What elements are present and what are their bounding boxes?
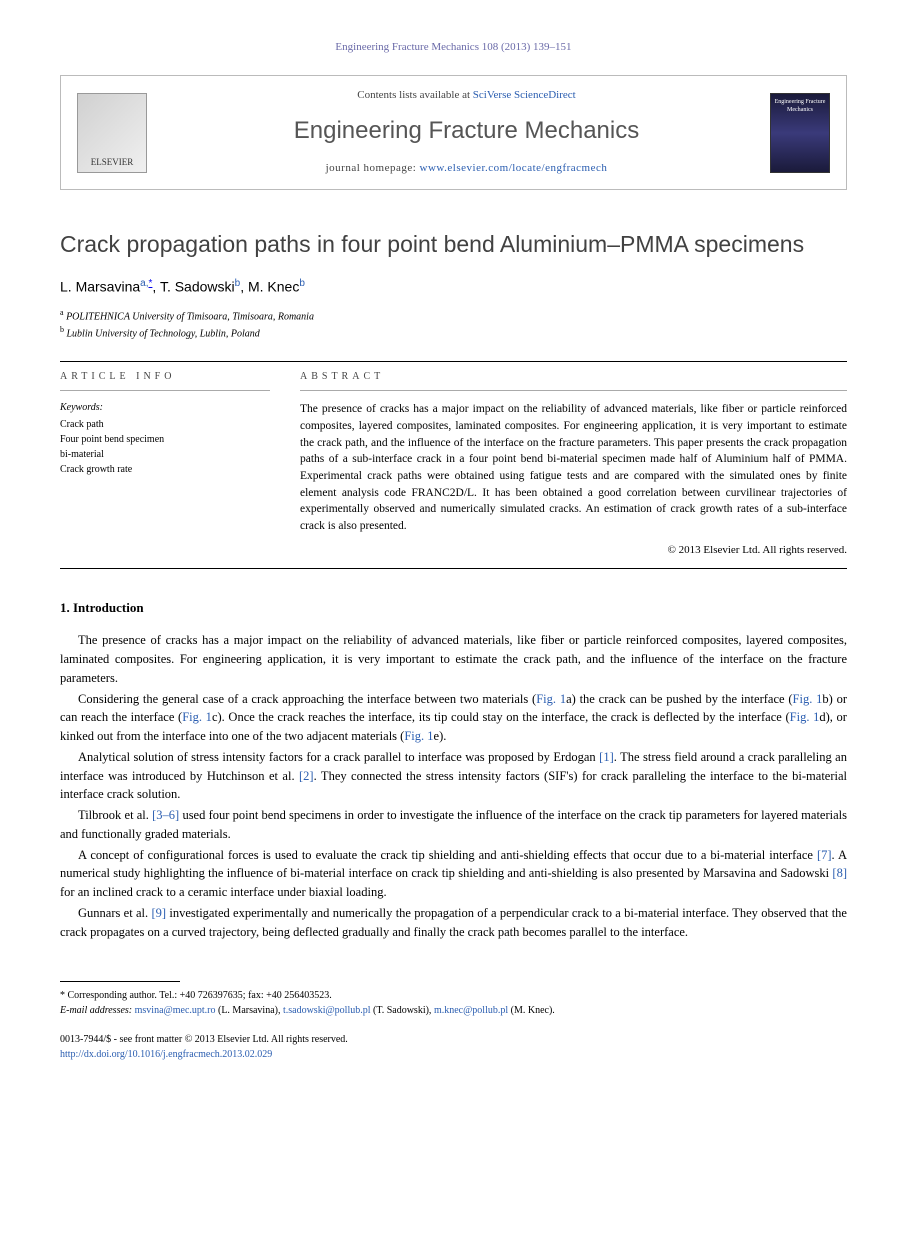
text: used four point bend specimens in order … [60, 808, 847, 841]
text: (L. Marsavina), [215, 1005, 282, 1016]
email-2-link[interactable]: t.sadowski@pollub.pl [283, 1005, 371, 1016]
text: Analytical solution of stress intensity … [78, 750, 599, 764]
fig-1b-link[interactable]: Fig. 1 [793, 692, 823, 706]
journal-reference: Engineering Fracture Mechanics 108 (2013… [60, 40, 847, 55]
footnotes: * Corresponding author. Tel.: +40 726397… [60, 988, 847, 1018]
author-2: T. Sadowski [160, 278, 235, 294]
text: investigated experimentally and numerica… [60, 906, 847, 939]
homepage-prefix: journal homepage: [326, 162, 420, 174]
affil-b-text: Lublin University of Technology, Lublin,… [67, 328, 260, 339]
fig-1d-link[interactable]: Fig. 1 [790, 710, 820, 724]
author-3-affil: b [299, 278, 305, 289]
keywords-list: Crack path Four point bend specimen bi-m… [60, 417, 270, 477]
keyword: Crack path [60, 417, 270, 432]
abstract-heading: ABSTRACT [300, 370, 847, 384]
divider [60, 361, 847, 362]
intro-para-4: Tilbrook et al. [3–6] used four point be… [60, 806, 847, 844]
text: for an inclined crack to a ceramic inter… [60, 885, 387, 899]
intro-para-2: Considering the general case of a crack … [60, 690, 847, 746]
intro-para-1: The presence of cracks has a major impac… [60, 631, 847, 687]
affiliations: a POLITEHNICA University of Timisoara, T… [60, 307, 847, 342]
divider [60, 390, 270, 391]
email-addresses: E-mail addresses: msvina@mec.upt.ro (L. … [60, 1003, 847, 1018]
sciencedirect-link[interactable]: SciVerse ScienceDirect [473, 89, 576, 101]
journal-cover-thumb: Engineering Fracture Mechanics [770, 93, 830, 173]
affiliation-b: b Lublin University of Technology, Lubli… [60, 324, 847, 341]
section-1-heading: 1. Introduction [60, 599, 847, 617]
divider [300, 390, 847, 391]
corresponding-author-note: * Corresponding author. Tel.: +40 726397… [60, 988, 847, 1003]
article-title: Crack propagation paths in four point be… [60, 230, 847, 259]
text: (T. Sadowski), [371, 1005, 434, 1016]
header-center: Contents lists available at SciVerse Sci… [163, 88, 770, 176]
intro-para-6: Gunnars et al. [9] investigated experime… [60, 904, 847, 942]
article-info-col: ARTICLE INFO Keywords: Crack path Four p… [60, 370, 270, 558]
intro-para-5: A concept of configurational forces is u… [60, 846, 847, 902]
keywords-label: Keywords: [60, 401, 270, 415]
text: Tilbrook et al. [78, 808, 152, 822]
sup-a: a, [140, 278, 148, 289]
issn-line: 0013-7944/$ - see front matter © 2013 El… [60, 1032, 847, 1047]
ref-8-link[interactable]: [8] [832, 866, 847, 880]
ref-3-6-link[interactable]: [3–6] [152, 808, 179, 822]
journal-header: ELSEVIER Contents lists available at Sci… [60, 75, 847, 189]
text: (M. Knec). [508, 1005, 555, 1016]
ref-7-link[interactable]: [7] [817, 848, 832, 862]
publication-footer: 0013-7944/$ - see front matter © 2013 El… [60, 1032, 847, 1062]
author-3: M. Knec [248, 278, 299, 294]
journal-homepage: journal homepage: www.elsevier.com/locat… [163, 161, 770, 176]
abstract-copyright: © 2013 Elsevier Ltd. All rights reserved… [300, 543, 847, 558]
ref-9-link[interactable]: [9] [151, 906, 166, 920]
journal-title: Engineering Fracture Mechanics [163, 114, 770, 148]
sep: , [152, 278, 160, 294]
keyword: Four point bend specimen [60, 432, 270, 447]
homepage-link[interactable]: www.elsevier.com/locate/engfracmech [420, 162, 608, 174]
authors-line: L. Marsavinaa,*, T. Sadowskib, M. Knecb [60, 277, 847, 297]
text: A concept of configurational forces is u… [78, 848, 817, 862]
doi-link[interactable]: http://dx.doi.org/10.1016/j.engfracmech.… [60, 1049, 272, 1060]
footnote-separator [60, 981, 180, 982]
affil-a-text: POLITEHNICA University of Timisoara, Tim… [66, 311, 314, 322]
text: Considering the general case of a crack … [78, 692, 536, 706]
abstract-col: ABSTRACT The presence of cracks has a ma… [300, 370, 847, 558]
sep: , [240, 278, 248, 294]
ref-1-link[interactable]: [1] [599, 750, 614, 764]
intro-para-3: Analytical solution of stress intensity … [60, 748, 847, 804]
ref-2-link[interactable]: [2] [299, 769, 314, 783]
info-abstract-row: ARTICLE INFO Keywords: Crack path Four p… [60, 370, 847, 558]
author-1-affil: a,* [140, 278, 152, 289]
abstract-text: The presence of cracks has a major impac… [300, 401, 847, 534]
author-1: L. Marsavina [60, 278, 140, 294]
keyword: Crack growth rate [60, 462, 270, 477]
fig-1a-link[interactable]: Fig. 1 [536, 692, 566, 706]
contents-available-line: Contents lists available at SciVerse Sci… [163, 88, 770, 103]
fig-1c-link[interactable]: Fig. 1 [182, 710, 212, 724]
email-3-link[interactable]: m.knec@pollub.pl [434, 1005, 508, 1016]
text: Gunnars et al. [78, 906, 151, 920]
article-info-heading: ARTICLE INFO [60, 370, 270, 384]
email-1-link[interactable]: msvina@mec.upt.ro [135, 1005, 216, 1016]
affiliation-a: a POLITEHNICA University of Timisoara, T… [60, 307, 847, 324]
divider [60, 568, 847, 569]
keyword: bi-material [60, 447, 270, 462]
text: a) the crack can be pushed by the interf… [566, 692, 792, 706]
contents-prefix: Contents lists available at [357, 89, 472, 101]
text: c). Once the crack reaches the interface… [212, 710, 790, 724]
email-label: E-mail addresses: [60, 1005, 135, 1016]
fig-1e-link[interactable]: Fig. 1 [404, 729, 433, 743]
text: e). [434, 729, 447, 743]
elsevier-logo: ELSEVIER [77, 93, 147, 173]
